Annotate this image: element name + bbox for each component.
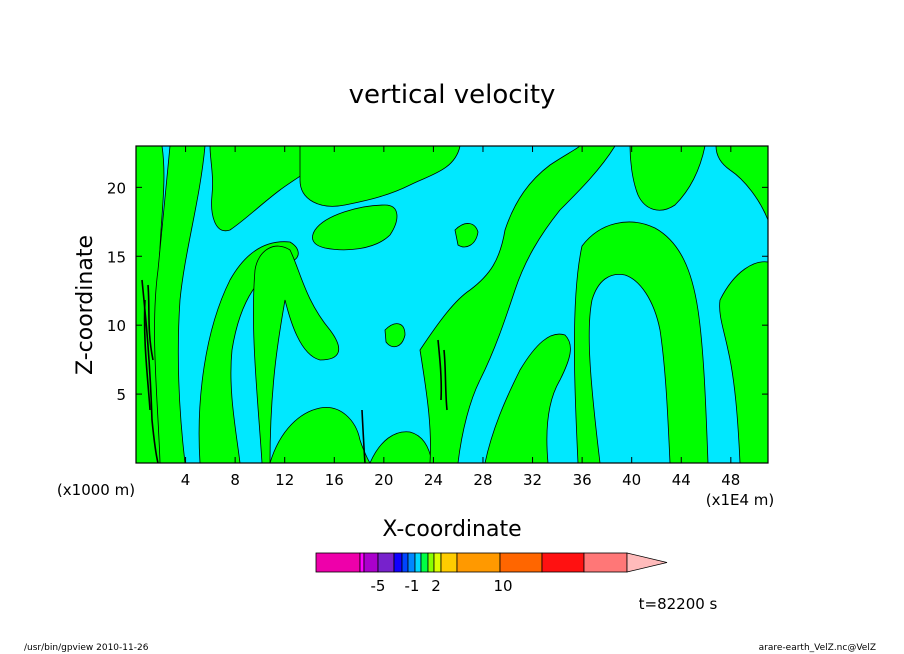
colorbar-segment	[315, 552, 361, 573]
footer-right: arare-earth_VelZ.nc@VelZ	[759, 643, 876, 653]
colorbar-segment	[440, 552, 458, 573]
positive-band	[253, 245, 340, 463]
colorbar-segment	[427, 552, 435, 573]
x-tick-label: 36	[573, 471, 592, 489]
positive-velocity-bands	[136, 146, 768, 463]
footer-left: /usr/bin/gpview 2010-11-26	[24, 643, 149, 653]
positive-band	[269, 407, 371, 463]
x-tick-label: 44	[672, 471, 691, 489]
colorbar-tick-label: 10	[493, 577, 512, 595]
positive-band	[299, 146, 461, 207]
contour-lines	[141, 279, 448, 463]
colorbar-segment	[583, 552, 628, 573]
x-tick-label: 4	[181, 471, 191, 489]
colorbar-segment	[363, 552, 379, 573]
positive-band	[154, 146, 206, 463]
time-label: t=82200 s	[639, 595, 718, 613]
positive-band	[384, 323, 406, 348]
colorbar-segment	[393, 552, 403, 573]
positive-band	[198, 241, 299, 463]
velocity-field	[136, 146, 768, 463]
x-tick-label: 12	[275, 471, 294, 489]
contour-streak	[443, 349, 448, 411]
positive-band	[573, 221, 709, 463]
x-tick-label: 24	[424, 471, 443, 489]
positive-band	[419, 146, 616, 463]
positive-band	[312, 204, 398, 251]
positive-band	[629, 146, 706, 211]
colorbar-segment	[541, 552, 585, 573]
x-tick-label: 32	[523, 471, 542, 489]
x-tick-label: 8	[230, 471, 240, 489]
positive-band	[484, 333, 571, 463]
colorbar-segment	[401, 552, 409, 573]
x-axis-unit: (x1E4 m)	[706, 491, 775, 509]
colorbar-segment	[407, 552, 416, 573]
colorbar-arrow	[626, 552, 668, 573]
positive-band	[719, 261, 768, 463]
colorbar-segment	[377, 552, 395, 573]
y-tick-label: 15	[107, 248, 126, 266]
colorbar-ticks: -5 -1 2 10	[371, 577, 513, 595]
colorbar-segment	[414, 552, 422, 573]
y-tick-label: 20	[107, 179, 126, 197]
y-axis-unit: (x1000 m)	[57, 481, 135, 499]
y-axis-label: Z-coordinate	[73, 235, 98, 375]
colorbar-segment	[456, 552, 501, 573]
positive-band	[715, 146, 768, 221]
contour-streak	[147, 284, 154, 361]
contour-streak	[361, 409, 366, 463]
x-tick-label: 16	[325, 471, 344, 489]
y-axis: 5 10 15 20	[107, 179, 768, 404]
contour-streak	[437, 339, 443, 401]
x-axis: 4 8 12 16 20 24 28 32 36 40 44 48	[181, 146, 740, 489]
plot-frame	[135, 145, 769, 464]
x-tick-label: 48	[721, 471, 740, 489]
colorbar-segment	[359, 552, 365, 573]
colorbar-segment	[499, 552, 543, 573]
y-tick-label: 10	[107, 317, 126, 335]
colorbar	[315, 552, 668, 573]
positive-band	[454, 223, 479, 248]
y-tick-label: 5	[116, 386, 126, 404]
x-tick-label: 20	[374, 471, 393, 489]
chart-title: vertical velocity	[349, 80, 556, 110]
x-axis-label: X-coordinate	[382, 517, 521, 542]
colorbar-tick-label: -1	[405, 577, 420, 595]
colorbar-segment	[433, 552, 442, 573]
colorbar-segment	[420, 552, 429, 573]
x-tick-label: 40	[622, 471, 641, 489]
colorbar-tick-label: 2	[431, 577, 441, 595]
x-tick-label: 28	[473, 471, 492, 489]
contour-streak	[143, 299, 151, 411]
colorbar-tick-label: -5	[371, 577, 386, 595]
